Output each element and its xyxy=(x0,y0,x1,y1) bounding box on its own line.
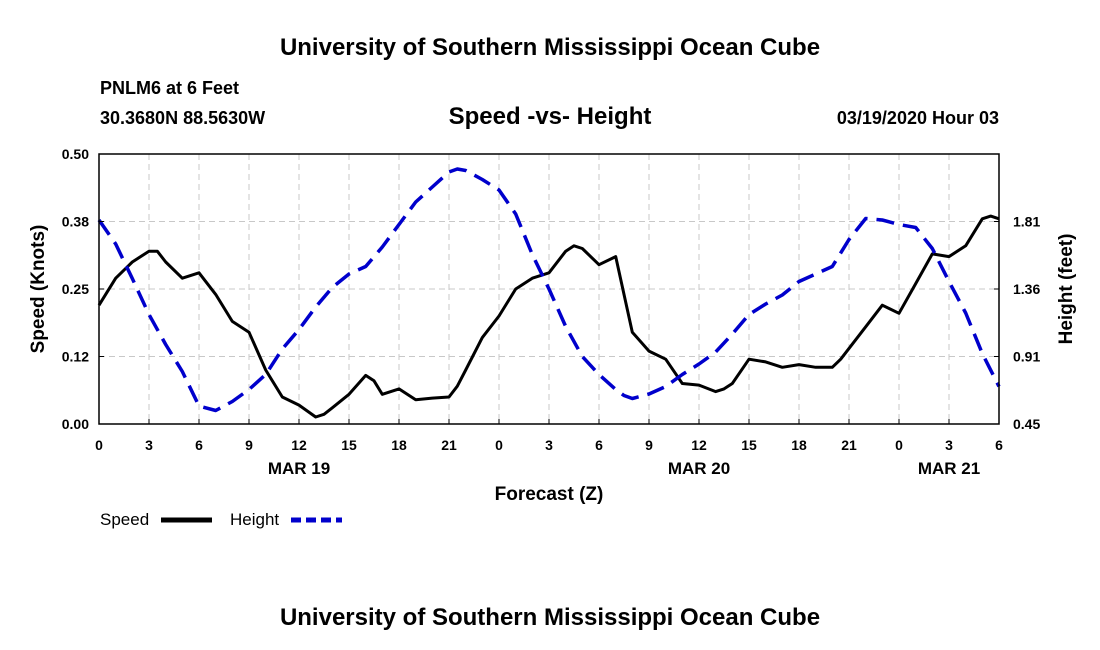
x-axis-title: Forecast (Z) xyxy=(495,484,604,505)
x-tick-label: 21 xyxy=(441,437,457,453)
chart-title: Speed -vs- Height xyxy=(449,103,652,130)
x-tick-label: 9 xyxy=(245,437,253,453)
x-tick-label: 0 xyxy=(895,437,903,453)
x-tick-label: 6 xyxy=(195,437,203,453)
x-tick-label: 6 xyxy=(595,437,603,453)
y2-tick-label: 0.45 xyxy=(1013,416,1040,432)
x-tick-label: 6 xyxy=(995,437,1003,453)
date-label-0: MAR 19 xyxy=(268,459,330,478)
y-tick-label: 0.38 xyxy=(62,214,89,230)
date-label: 03/19/2020 Hour 03 xyxy=(837,108,999,128)
series-line-speed xyxy=(97,214,1000,419)
footer-title: University of Southern Mississippi Ocean… xyxy=(280,604,820,631)
axis-ticks: 0 3 6 9 12 15 18 21 0 3 6 9 12 15 18 21 0 3 6 0.00 0.12 0.25 0… xyxy=(62,146,1041,478)
x-tick-label: 3 xyxy=(545,437,553,453)
y-tick-label: 0.25 xyxy=(62,281,89,297)
x-tick-label: 0 xyxy=(95,437,103,453)
station-label: PNLM6 at 6 Feet xyxy=(100,78,239,98)
y2-tick-label: 1.81 xyxy=(1013,214,1040,230)
y2-tick-label: 0.91 xyxy=(1013,349,1040,365)
date-label-2: MAR 21 xyxy=(918,459,980,478)
x-tick-label: 21 xyxy=(841,437,857,453)
grid xyxy=(99,154,999,424)
series-line-height xyxy=(97,167,1001,413)
x-tick-label: 3 xyxy=(145,437,153,453)
x-tick-label: 0 xyxy=(495,437,503,453)
y-axis-title: Speed (Knots) xyxy=(28,225,49,354)
x-tick-label: 9 xyxy=(645,437,653,453)
top-title: University of Southern Mississippi Ocean… xyxy=(280,34,820,61)
x-tick-label: 12 xyxy=(691,437,707,453)
x-tick-label: 18 xyxy=(791,437,807,453)
x-tick-label: 3 xyxy=(945,437,953,453)
legend: Speed Height xyxy=(100,510,342,529)
series-lines xyxy=(97,167,1001,419)
legend-height-label: Height xyxy=(230,510,279,529)
y2-axis-title: Height (feet) xyxy=(1056,234,1077,345)
coords-label: 30.3680N 88.5630W xyxy=(100,108,265,128)
y-tick-label: 0.50 xyxy=(62,146,89,162)
y-tick-label: 0.00 xyxy=(62,416,89,432)
y2-tick-label: 1.36 xyxy=(1013,281,1040,297)
y-tick-label: 0.12 xyxy=(62,349,89,365)
x-tick-label: 12 xyxy=(291,437,307,453)
x-tick-label: 15 xyxy=(741,437,757,453)
x-tick-label: 18 xyxy=(391,437,407,453)
x-tick-label: 15 xyxy=(341,437,357,453)
legend-speed-label: Speed xyxy=(100,510,149,529)
date-label-1: MAR 20 xyxy=(668,459,730,478)
